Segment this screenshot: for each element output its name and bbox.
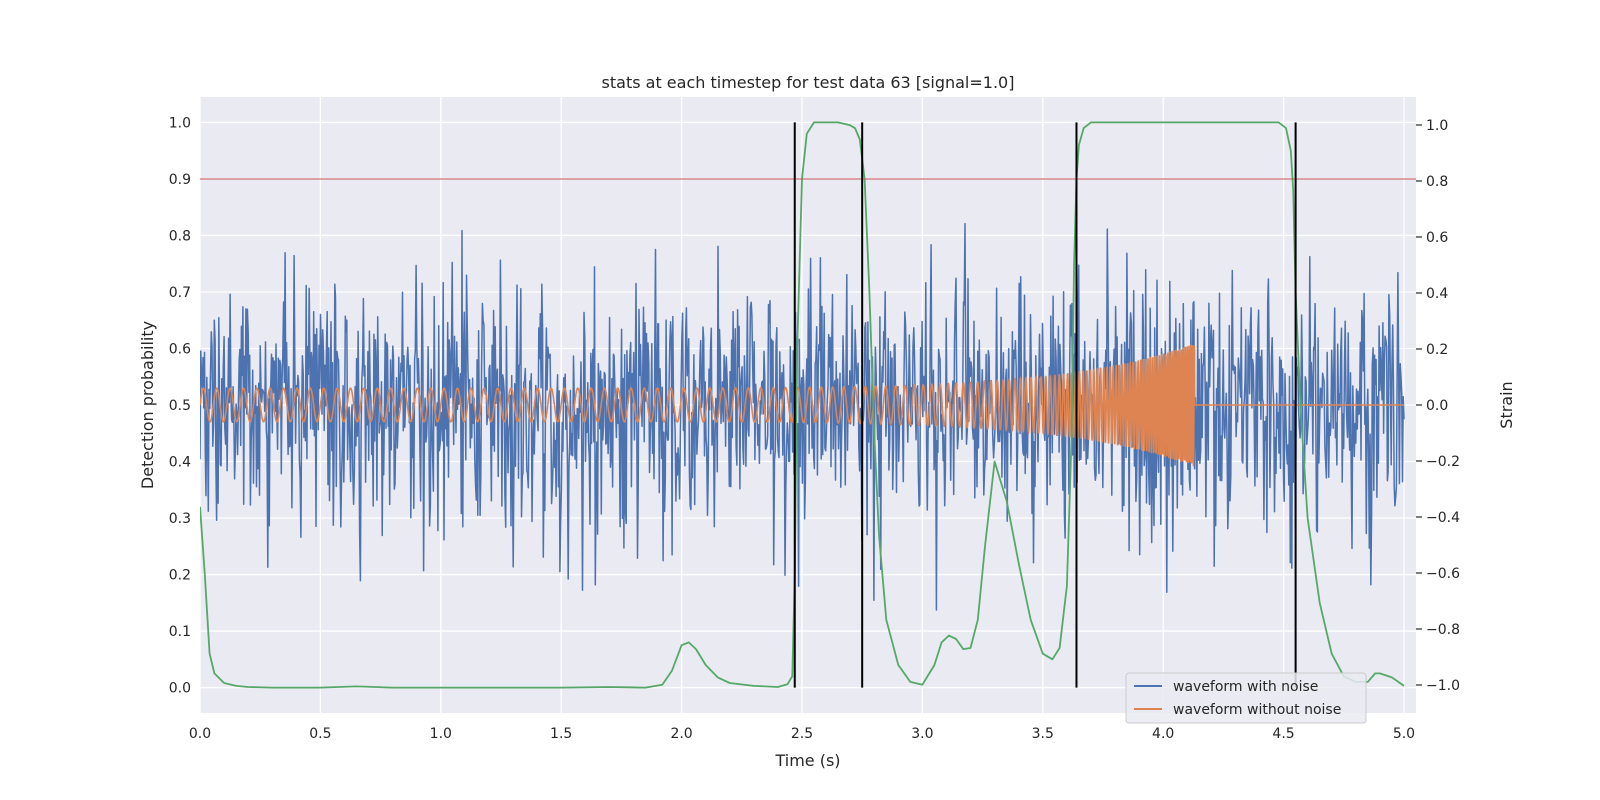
series-line-clean (200, 344, 1404, 467)
x-tick-label: 1.0 (430, 726, 452, 742)
x-tick-label: 3.5 (1032, 726, 1054, 742)
y2-tick-label: 0.6 (1426, 230, 1448, 246)
legend-label-clean: waveform without noise (1173, 702, 1341, 718)
y2-tick-label: −0.6 (1426, 566, 1460, 582)
y-tick-label: 0.2 (169, 568, 191, 584)
y2-tick-label: 0.0 (1426, 398, 1448, 414)
y-tick-label: 0.6 (169, 341, 191, 357)
x-tick-label: 4.0 (1152, 726, 1174, 742)
x-tick-label: 4.5 (1272, 726, 1294, 742)
y-ticks: 0.0 0.1 0.2 0.3 0.4 0.5 0.6 0.7 0.8 0.9 1.0 (169, 115, 191, 696)
y-tick-label: 0.9 (169, 172, 191, 188)
y2-tick-label: −0.2 (1426, 454, 1460, 470)
y-tick-label: 0.3 (169, 511, 191, 527)
chart-title: stats at each timestep for test data 63 … (602, 73, 1015, 92)
y2-tick-label: −1.0 (1426, 678, 1460, 694)
series-line-noisy (200, 222, 1405, 611)
legend-box (1125, 672, 1367, 724)
x-tick-label: 1.5 (550, 726, 572, 742)
y2-ticks: −1.0 −0.8 −0.6 −0.4 −0.2 0.0 0.2 0.4 0.6 0.8 1.0 (1416, 118, 1460, 694)
y2-tick-label: 0.2 (1426, 342, 1448, 358)
y2-tick-label: −0.4 (1426, 510, 1460, 526)
x-tick-label: 0.5 (309, 726, 331, 742)
y-tick-label: 0.1 (169, 624, 191, 640)
x-axis-label: Time (s) (774, 751, 840, 770)
y-tick-label: 0.7 (169, 285, 191, 301)
x-tick-label: 0.0 (189, 726, 211, 742)
y-tick-label: 0.5 (169, 398, 191, 414)
y2-tick-label: −0.8 (1426, 622, 1460, 638)
y-axis-label: Detection probability (138, 321, 157, 489)
y2-tick-label: 1.0 (1426, 118, 1448, 134)
y2-tick-label: 0.8 (1426, 174, 1448, 190)
legend-label-noisy: waveform with noise (1173, 679, 1318, 695)
x-tick-label: 3.0 (911, 726, 933, 742)
x-tick-label: 2.0 (670, 726, 692, 742)
y-tick-label: 0.4 (169, 455, 191, 471)
y2-axis-label: Strain (1497, 381, 1516, 428)
y2-tick-label: 0.4 (1426, 286, 1448, 302)
y-tick-label: 0.8 (169, 228, 191, 244)
y-tick-label: 1.0 (169, 115, 191, 131)
series-layer (200, 121, 1416, 689)
series-line-probability (200, 121, 1405, 689)
x-tick-label: 2.5 (791, 726, 813, 742)
y-tick-label: 0.0 (169, 681, 191, 697)
x-tick-label: 5.0 (1393, 726, 1415, 742)
legend: waveform with noise waveform without noi… (1125, 672, 1367, 724)
x-ticks: 0.0 0.5 1.0 1.5 2.0 2.5 3.0 3.5 4.0 4.5 5.0 (189, 726, 1415, 742)
